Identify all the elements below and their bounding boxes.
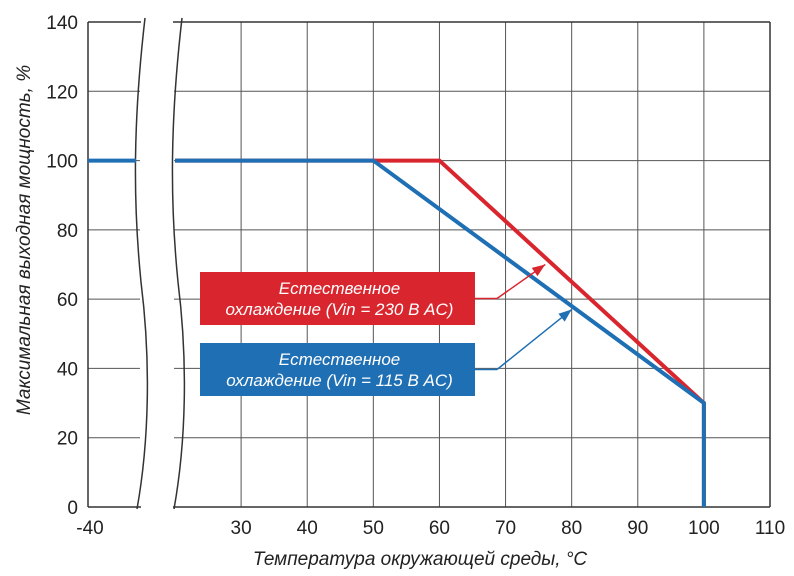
annotation-115v: Естественное охлаждение (Vin = 115 В AC) (200, 308, 573, 396)
annotation-line1: Естественное (279, 350, 401, 369)
x-tick-label: 90 (627, 518, 648, 539)
y-tick-label: 20 (57, 429, 78, 450)
axis-break-left (134, 17, 149, 510)
x-tick-label: 40 (297, 518, 318, 539)
tick-labels: 0 20 40 60 80 100 120 140 30 40 50 60 70 80 90 100 110 -4… (46, 13, 785, 539)
y-tick-label: 80 (57, 221, 78, 242)
annotation-box (200, 343, 475, 396)
x-tick-label-break: -40 (76, 518, 103, 539)
y-tick-label: 0 (67, 498, 78, 519)
x-tick-label: 110 (755, 518, 785, 539)
x-tick-label: 80 (561, 518, 582, 539)
series (88, 158, 706, 507)
y-tick-label: 40 (57, 359, 78, 380)
arrowhead-icon (531, 264, 546, 277)
grid (88, 21, 771, 508)
x-tick-label: 100 (688, 518, 720, 539)
y-axis-title: Максимальная выходная мощность, % (14, 65, 35, 415)
x-tick-label: 50 (363, 518, 384, 539)
x-tick-label: 30 (231, 518, 252, 539)
arrowhead-icon (558, 309, 572, 322)
x-tick-label: 70 (495, 518, 516, 539)
annotation-box (200, 272, 475, 325)
y-tick-label: 140 (46, 13, 78, 34)
series-line-115v (175, 158, 706, 507)
y-tick-label: 120 (46, 82, 78, 103)
x-axis-title: Температура окружающей среды, °C (253, 549, 588, 570)
annotation-line2: охлаждение (Vin = 230 В AC) (226, 300, 454, 319)
leader-line (496, 308, 573, 371)
annotation-line2: охлаждение (Vin = 115 В AC) (226, 371, 453, 390)
annotation-230v: Естественное охлаждение (Vin = 230 В AC) (200, 263, 546, 325)
y-tick-label: 60 (57, 290, 78, 311)
x-tick-label: 60 (429, 518, 450, 539)
plot-frame (87, 17, 771, 511)
y-tick-label: 100 (46, 152, 78, 173)
annotation-line1: Естественное (279, 279, 401, 298)
axis-break-right (171, 17, 186, 510)
